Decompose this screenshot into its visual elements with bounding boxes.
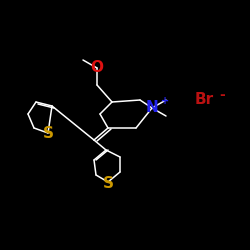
Text: +: + xyxy=(161,96,169,106)
Text: O: O xyxy=(90,60,104,74)
Text: Br: Br xyxy=(194,92,214,108)
Text: -: - xyxy=(219,88,225,102)
Text: N: N xyxy=(146,100,158,114)
Text: S: S xyxy=(42,126,54,140)
Text: S: S xyxy=(102,176,114,190)
